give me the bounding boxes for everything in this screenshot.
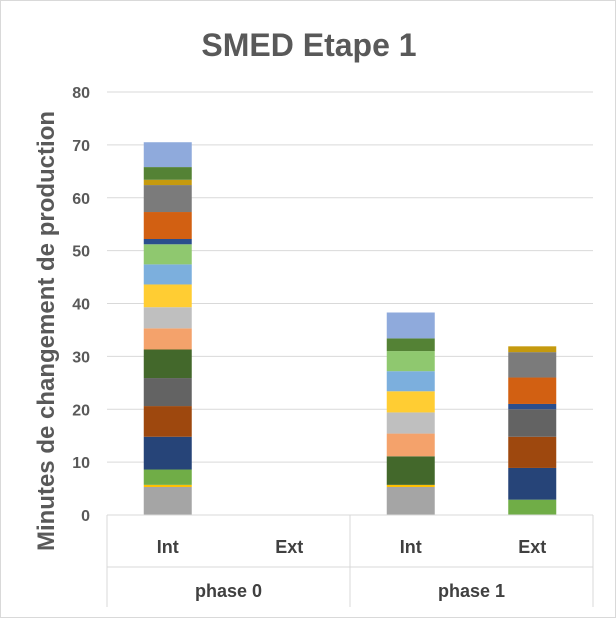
x-category-label: Int [157,537,179,557]
y-tick-label: 80 [72,85,90,102]
bar-segment [143,328,192,350]
bar-segment [386,486,435,515]
bar-segment [143,244,192,265]
bar-segment [143,179,192,186]
bars [143,142,557,515]
bar-segment [386,351,435,372]
bar-segment [143,212,192,239]
bar-segment [508,352,557,378]
bar-segment [508,377,557,404]
y-tick-label: 70 [72,138,90,155]
y-tick-label: 20 [72,402,90,419]
tick-labels: 0 10 20 30 40 50 60 70 80 Int Ext Int Ext phase 0 phas… [72,85,546,601]
bar-segment [386,391,435,413]
x-category-label: Ext [275,537,303,557]
x-group-label: phase 1 [438,581,505,601]
bar-segment [508,409,557,437]
y-tick-label: 60 [72,191,90,208]
bar-segment [508,467,557,500]
bar-segment [508,436,557,468]
bar-segment [143,167,192,180]
bar-segment [143,469,192,485]
y-tick-label: 40 [72,297,90,314]
bar-segment [143,484,192,487]
bar-segment [143,349,192,379]
bar-segment [143,486,192,515]
bar-segment [143,307,192,329]
bar-segment [143,238,192,245]
y-tick-label: 50 [72,244,90,261]
bar-segment [508,403,557,410]
bar-segment [143,264,192,285]
bar-segment [386,312,435,339]
bar-segment [143,378,192,407]
y-axis-label: Minutes de changement de production [33,111,60,551]
bar-segment [143,142,192,168]
bar-segment [386,338,435,352]
bar-segment [386,484,435,487]
x-category-label: Int [400,537,422,557]
bar-segment [386,456,435,485]
bar-segment [508,346,557,353]
y-tick-label: 10 [72,455,90,472]
y-tick-label: 30 [72,349,90,366]
bar-segment [386,412,435,434]
bar-segment [386,371,435,392]
bar-segment [143,406,192,437]
bar-segment [386,433,435,457]
bar-segment [143,185,192,213]
x-group-label: phase 0 [195,581,262,601]
axes [106,514,594,607]
bar-segment [143,284,192,308]
y-tick-label: 0 [81,508,90,525]
bar-segment [143,436,192,470]
chart-title: SMED Etape 1 [201,27,416,63]
x-category-label: Ext [518,537,546,557]
bar-segment [508,499,557,515]
